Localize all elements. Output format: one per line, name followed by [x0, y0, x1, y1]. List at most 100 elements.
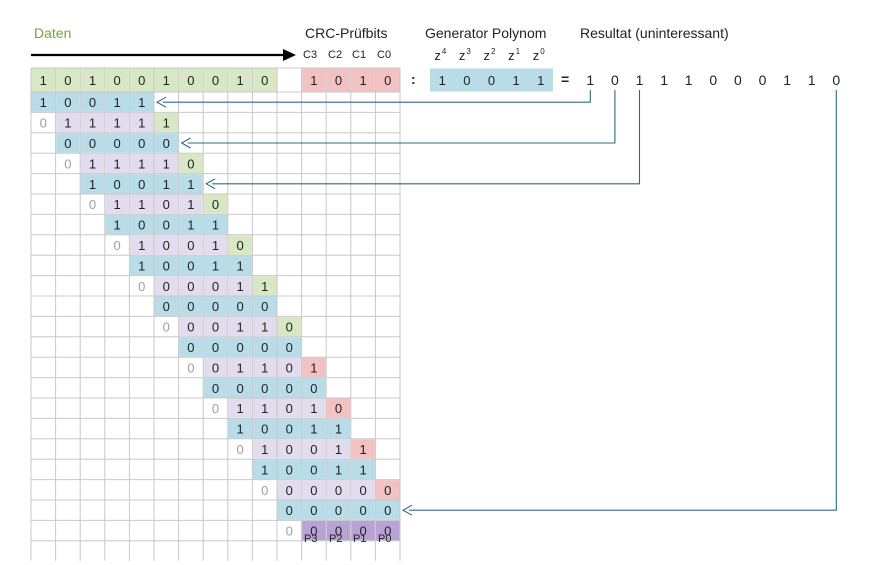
step-4-gen-3-bg: [203, 255, 228, 276]
result-bit-5: 0: [709, 72, 717, 88]
step-4-rem-4: 1: [236, 279, 243, 294]
step-5-gen-4-bg: [252, 296, 277, 316]
step-1-gen-2-bg: [105, 133, 129, 153]
step-7-gen-1: 0: [236, 381, 243, 396]
step-2-gen-2-bg: [129, 174, 154, 194]
step-5-rem-2-bg: [203, 316, 228, 337]
step-7-gen-2: 0: [261, 381, 268, 396]
step-7-gen-0: 0: [212, 381, 219, 396]
step-3-gen-0-bg: [105, 214, 129, 235]
step-5-rem-3-bg: [228, 316, 252, 337]
step-1-rem-2-bg: [105, 153, 129, 174]
step-5-rem-3: 1: [236, 320, 243, 335]
step-2-rem-3: 0: [163, 197, 170, 212]
generator-term-z0: z0: [532, 47, 545, 63]
step-1-gen-4-bg: [154, 133, 179, 153]
data-bit-0: 1: [40, 73, 47, 88]
step-7-gen-3: 0: [286, 381, 293, 396]
step-8-gen-2: 0: [286, 422, 293, 437]
step-6-down-bg: [302, 357, 326, 378]
result-arrow-1: [187, 90, 616, 144]
step-6-gen-2-bg: [228, 337, 252, 357]
step-3-gen-1-bg: [129, 214, 154, 235]
step-5-rem-4-bg: [252, 316, 277, 337]
step-2-gen-1: 0: [113, 177, 120, 192]
step-9-gen-4-bg: [351, 459, 375, 480]
step-0-gen-3: 1: [113, 95, 120, 110]
generator-term-z4: z4: [434, 47, 447, 63]
step-8-rem-3-bg: [302, 439, 326, 459]
result-bit-8: 1: [783, 72, 791, 88]
step-8-gen-3: 1: [310, 422, 317, 437]
result-bit-1: 0: [611, 72, 619, 88]
step-2-rem-1: 1: [113, 197, 120, 212]
step-7-gen-2-bg: [252, 378, 277, 398]
step-2-gen-3: 1: [163, 177, 170, 192]
step-3-rem-3: 0: [187, 238, 194, 253]
step-9-gen-4: 1: [359, 462, 366, 477]
step-2-down-bg: [203, 194, 228, 214]
step-4-rem-2-bg: [179, 276, 203, 296]
step-3-rem-4: 1: [212, 238, 219, 253]
division-sign: :: [411, 71, 416, 87]
step-10-gen-3: 0: [359, 503, 366, 518]
step-2-gen-0-bg: [80, 174, 105, 194]
step-1-rem-4: 1: [163, 156, 170, 171]
crc-bit-2-bg: [351, 68, 375, 92]
data-bit-3: 0: [113, 73, 120, 88]
step-8-gen-0-bg: [228, 418, 252, 439]
generator-term-z1: z1: [508, 47, 521, 63]
data-bit-6: 0: [187, 73, 194, 88]
result-arrow-head-0: [155, 96, 167, 108]
step-2-down: 0: [212, 197, 219, 212]
step-3-rem-4-bg: [203, 235, 228, 255]
step-9-rem-1: 0: [286, 483, 293, 498]
crc-bit-1-bg: [326, 68, 351, 92]
crc-bit-2: 1: [359, 73, 366, 88]
step-1-down-bg: [179, 153, 203, 174]
step-4-gen-4-bg: [228, 255, 252, 276]
generator-bit-1: 0: [463, 73, 470, 88]
data-direction-arrow-head: [283, 49, 296, 61]
step-4-gen-4: 1: [236, 258, 243, 273]
step-8-rem-1-bg: [252, 439, 277, 459]
data-bit-6-bg: [179, 68, 203, 92]
step-7-gen-4: 0: [310, 381, 317, 396]
step-7-gen-0-bg: [203, 378, 228, 398]
step-2-gen-2: 0: [138, 177, 145, 192]
step-6-rem-lead: 0: [187, 360, 194, 375]
step-2-gen-0: 1: [89, 177, 96, 192]
p-column-p0: P0: [378, 533, 392, 545]
step-6-gen-3: 0: [261, 340, 268, 355]
step-6-gen-1: 0: [212, 340, 219, 355]
step-8-gen-1: 0: [261, 422, 268, 437]
step-10-rem-3-bg: [351, 520, 375, 541]
step-7-rem-3: 0: [286, 401, 293, 416]
step-1-gen-1-bg: [80, 133, 105, 153]
step-5-rem-1: 0: [187, 320, 194, 335]
result-bit-6: 0: [734, 72, 742, 88]
step-7-rem-lead: 0: [212, 401, 219, 416]
generator-bits-bg: [430, 68, 553, 92]
step-6-gen-0: 0: [187, 340, 194, 355]
step-5-gen-1: 0: [187, 299, 194, 314]
data-bit-1-bg: [56, 68, 80, 92]
data-bit-2: 1: [89, 73, 96, 88]
crc-bit-0-bg: [302, 68, 326, 92]
step-10-rem-2: 0: [335, 524, 342, 539]
step-0-gen-0: 1: [40, 95, 47, 110]
step-6-down: 1: [310, 360, 317, 375]
step-1-rem-1-bg: [80, 153, 105, 174]
data-bit-2-bg: [80, 68, 105, 92]
step-0-rem-4: 1: [138, 116, 145, 131]
step-7-rem-2: 1: [261, 401, 268, 416]
step-4-rem-3: 0: [212, 279, 219, 294]
step-3-gen-4: 1: [212, 218, 219, 233]
crc-bit-1: 0: [335, 73, 342, 88]
generator-term-z3: z3: [458, 47, 471, 63]
step-0-rem-2: 1: [89, 116, 96, 131]
step-5-gen-4: 0: [261, 299, 268, 314]
result-arrow-2: [212, 90, 641, 185]
step-10-gen-1: 0: [310, 503, 317, 518]
step-5-down: 0: [286, 320, 293, 335]
